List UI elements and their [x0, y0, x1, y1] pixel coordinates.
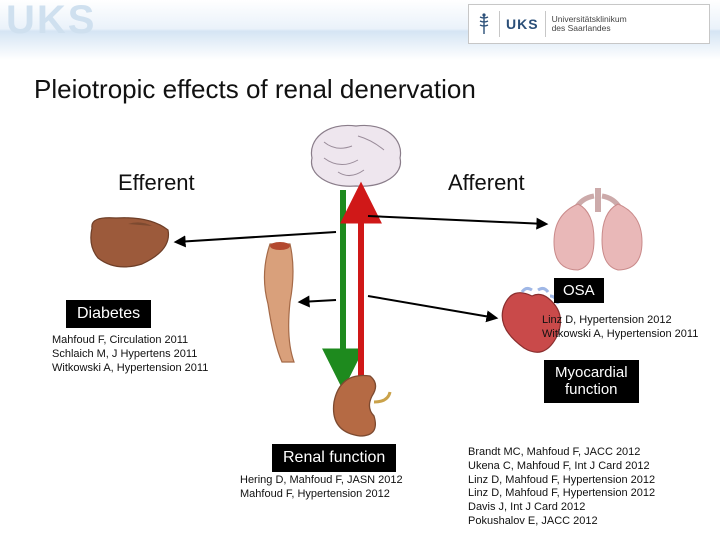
- efferent-label: Efferent: [118, 170, 195, 196]
- logo-uks-text: UKS: [506, 16, 539, 32]
- ref-line: Linz D, Mahfoud F, Hypertension 2012: [468, 474, 720, 488]
- ref-line: Mahfoud F, Circulation 2011: [52, 334, 262, 348]
- liver-icon: [91, 218, 169, 267]
- osa-refs: Linz D, Hypertension 2012 Witkowski A, H…: [542, 314, 720, 342]
- myocardial-box-text: Myocardialfunction: [555, 364, 628, 398]
- page-title: Pleiotropic effects of renal denervation: [34, 74, 476, 105]
- logo-university-line2: des Saarlandes: [552, 24, 627, 33]
- arrow-to-liver: [176, 232, 336, 242]
- ref-line: Ukena C, Mahfoud F, Int J Card 2012: [468, 460, 720, 474]
- myocardial-refs: Brandt MC, Mahfoud F, JACC 2012 Ukena C,…: [468, 446, 720, 529]
- kidney-icon: [334, 376, 390, 436]
- afferent-label: Afferent: [448, 170, 525, 196]
- uks-watermark: UKS: [6, 0, 96, 43]
- diabetes-box: Diabetes: [66, 300, 151, 328]
- diabetes-refs: Mahfoud F, Circulation 2011 Schlaich M, …: [52, 334, 262, 375]
- renal-box: Renal function: [272, 444, 396, 472]
- ref-line: Davis J, Int J Card 2012: [468, 501, 720, 515]
- ref-line: Linz D, Mahfoud F, Hypertension 2012: [468, 487, 720, 501]
- ref-line: Linz D, Hypertension 2012: [542, 314, 720, 328]
- arrow-to-heart: [368, 296, 496, 318]
- renal-refs: Hering D, Mahfoud F, JASN 2012 Mahfoud F…: [240, 474, 470, 502]
- vessel-icon: [264, 242, 294, 362]
- institution-logo: UKS Universitätsklinikum des Saarlandes: [468, 4, 710, 44]
- ref-line: Brandt MC, Mahfoud F, JACC 2012: [468, 446, 720, 460]
- osa-box: OSA: [554, 278, 604, 303]
- ref-line: Hering D, Mahfoud F, JASN 2012: [240, 474, 470, 488]
- lungs-icon: [554, 188, 642, 270]
- ref-line: Schlaich M, J Hypertens 2011: [52, 348, 262, 362]
- brain-icon: [311, 125, 400, 186]
- ref-line: Witkowski A, Hypertension 2011: [52, 362, 262, 376]
- myocardial-box: Myocardialfunction: [544, 360, 639, 403]
- ref-line: Witkowski A, Hypertension 2011: [542, 328, 720, 342]
- arrow-to-lungs: [368, 216, 546, 224]
- ref-line: Mahfoud F, Hypertension 2012: [240, 488, 470, 502]
- ref-line: Pokushalov E, JACC 2012: [468, 515, 720, 529]
- caduceus-icon: [475, 13, 493, 35]
- arrow-to-vessel: [300, 300, 336, 302]
